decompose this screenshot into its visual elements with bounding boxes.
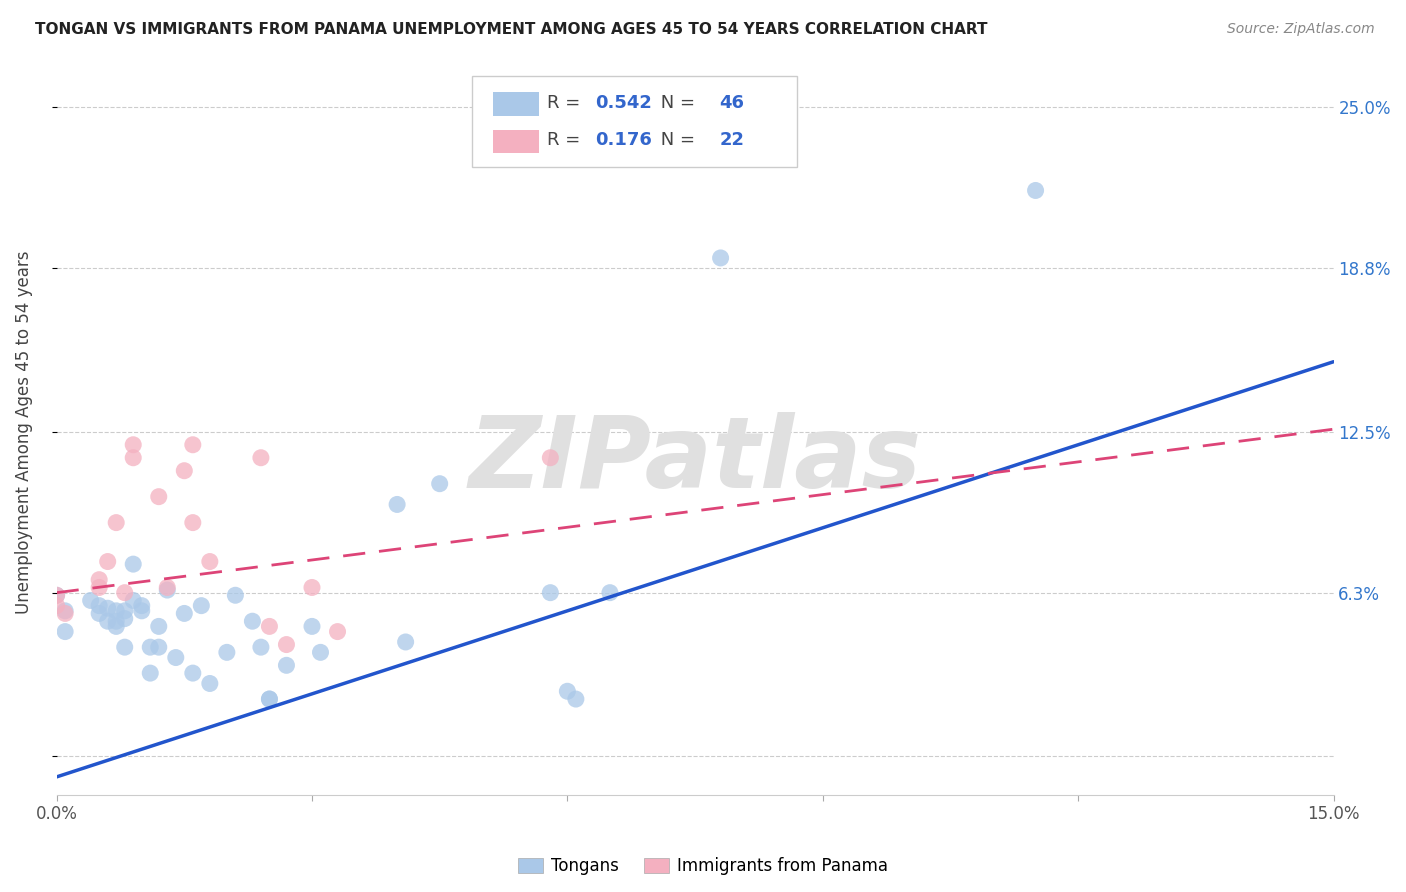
Point: [45, 599, 67, 613]
Point: [326, 624, 349, 639]
Point: [181, 516, 204, 530]
Point: [53, 607, 76, 621]
Point: [89, 573, 111, 587]
FancyBboxPatch shape: [494, 93, 540, 116]
Point: [710, 251, 733, 265]
Point: [139, 640, 162, 655]
Point: [131, 604, 153, 618]
Point: [259, 619, 281, 633]
Point: [538, 450, 561, 465]
Text: N =: N =: [655, 94, 702, 112]
Point: [198, 676, 221, 690]
Point: [105, 604, 128, 618]
Point: [181, 666, 204, 681]
Point: [599, 585, 621, 599]
Point: [198, 555, 221, 569]
Point: [165, 650, 187, 665]
Point: [215, 645, 238, 659]
Point: [309, 645, 332, 659]
Point: [105, 516, 128, 530]
Point: [250, 450, 273, 465]
Point: [565, 692, 588, 706]
Point: [97, 555, 120, 569]
Point: [250, 640, 273, 655]
Point: [224, 588, 246, 602]
Point: [385, 498, 408, 512]
Point: [259, 692, 281, 706]
Point: [53, 604, 76, 618]
Text: Source: ZipAtlas.com: Source: ZipAtlas.com: [1227, 22, 1375, 37]
Point: [53, 624, 76, 639]
Point: [105, 614, 128, 628]
Text: R =: R =: [547, 94, 586, 112]
Point: [259, 692, 281, 706]
Point: [1025, 184, 1047, 198]
Point: [242, 614, 264, 628]
Point: [45, 588, 67, 602]
Text: 0.176: 0.176: [596, 131, 652, 149]
Point: [139, 666, 162, 681]
FancyBboxPatch shape: [494, 129, 540, 153]
Point: [89, 607, 111, 621]
Point: [173, 464, 195, 478]
Text: TONGAN VS IMMIGRANTS FROM PANAMA UNEMPLOYMENT AMONG AGES 45 TO 54 YEARS CORRELAT: TONGAN VS IMMIGRANTS FROM PANAMA UNEMPLO…: [35, 22, 987, 37]
Point: [276, 638, 298, 652]
Point: [538, 585, 561, 599]
Text: N =: N =: [655, 131, 702, 149]
Point: [114, 612, 136, 626]
Point: [301, 619, 323, 633]
Point: [156, 581, 179, 595]
Text: ZIPatlas: ZIPatlas: [468, 412, 921, 509]
Point: [395, 635, 418, 649]
Point: [79, 593, 101, 607]
Point: [301, 581, 323, 595]
Point: [148, 619, 170, 633]
Point: [122, 593, 145, 607]
Point: [156, 583, 179, 598]
Point: [148, 490, 170, 504]
Text: 46: 46: [720, 94, 744, 112]
Point: [114, 604, 136, 618]
Point: [557, 684, 579, 698]
Point: [173, 607, 195, 621]
Point: [114, 640, 136, 655]
Point: [190, 599, 212, 613]
Point: [429, 476, 451, 491]
Text: R =: R =: [547, 131, 586, 149]
Text: 0.542: 0.542: [596, 94, 652, 112]
Point: [276, 658, 298, 673]
Point: [122, 438, 145, 452]
Text: 22: 22: [720, 131, 744, 149]
Point: [122, 450, 145, 465]
Point: [97, 601, 120, 615]
Point: [131, 599, 153, 613]
Point: [181, 438, 204, 452]
Point: [114, 585, 136, 599]
Point: [105, 619, 128, 633]
Point: [89, 599, 111, 613]
Point: [97, 614, 120, 628]
Point: [45, 588, 67, 602]
Point: [122, 557, 145, 571]
Point: [89, 581, 111, 595]
Y-axis label: Unemployment Among Ages 45 to 54 years: Unemployment Among Ages 45 to 54 years: [15, 250, 32, 614]
Legend: Tongans, Immigrants from Panama: Tongans, Immigrants from Panama: [509, 849, 897, 884]
Point: [148, 640, 170, 655]
FancyBboxPatch shape: [471, 76, 797, 167]
